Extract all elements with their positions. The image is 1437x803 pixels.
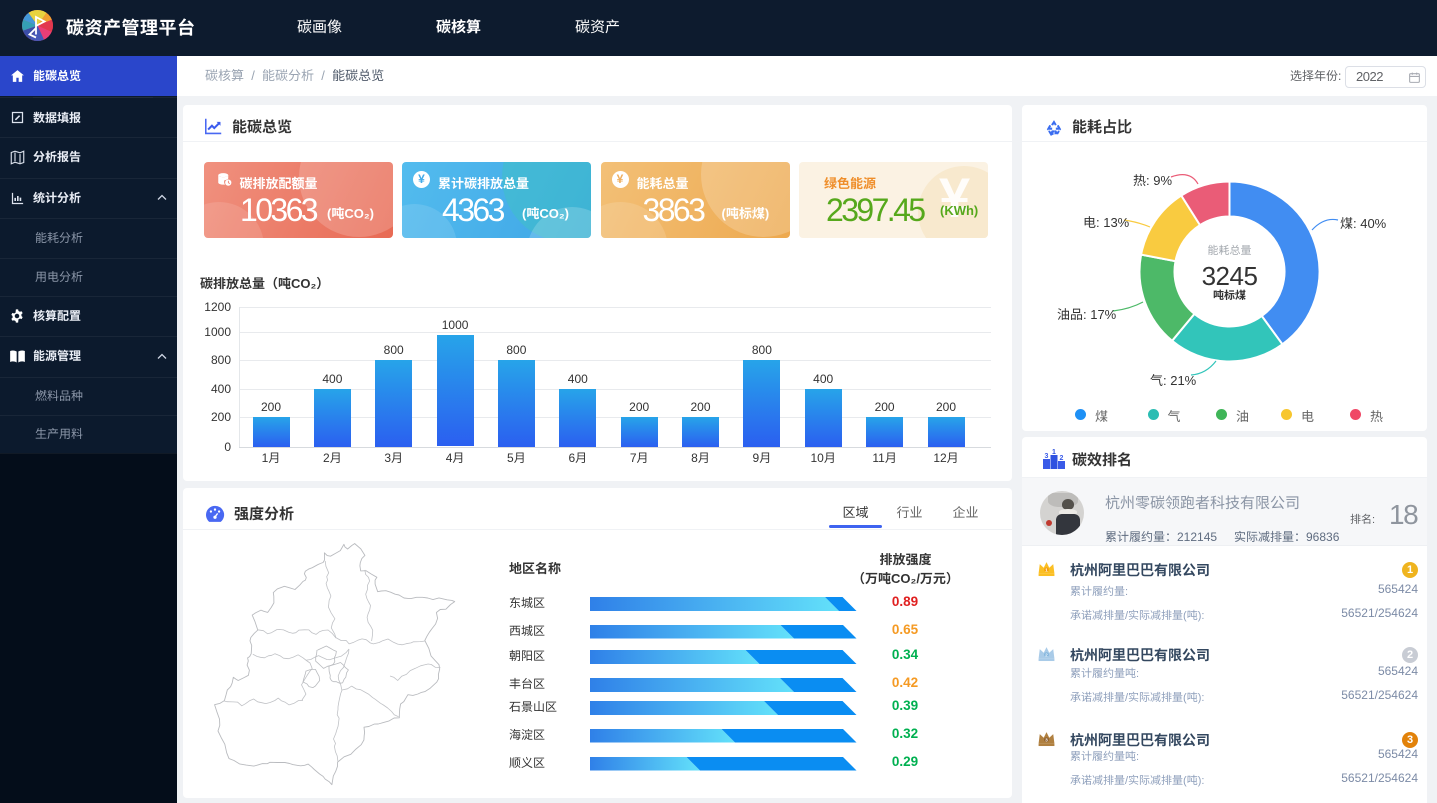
svg-text:1: 1 [1045, 567, 1048, 573]
svg-text:3: 3 [1045, 737, 1048, 743]
svg-text:2: 2 [1045, 652, 1048, 658]
svg-text:1: 1 [1052, 449, 1056, 456]
svg-text:2: 2 [1060, 455, 1064, 462]
svg-text:3: 3 [1045, 453, 1049, 460]
